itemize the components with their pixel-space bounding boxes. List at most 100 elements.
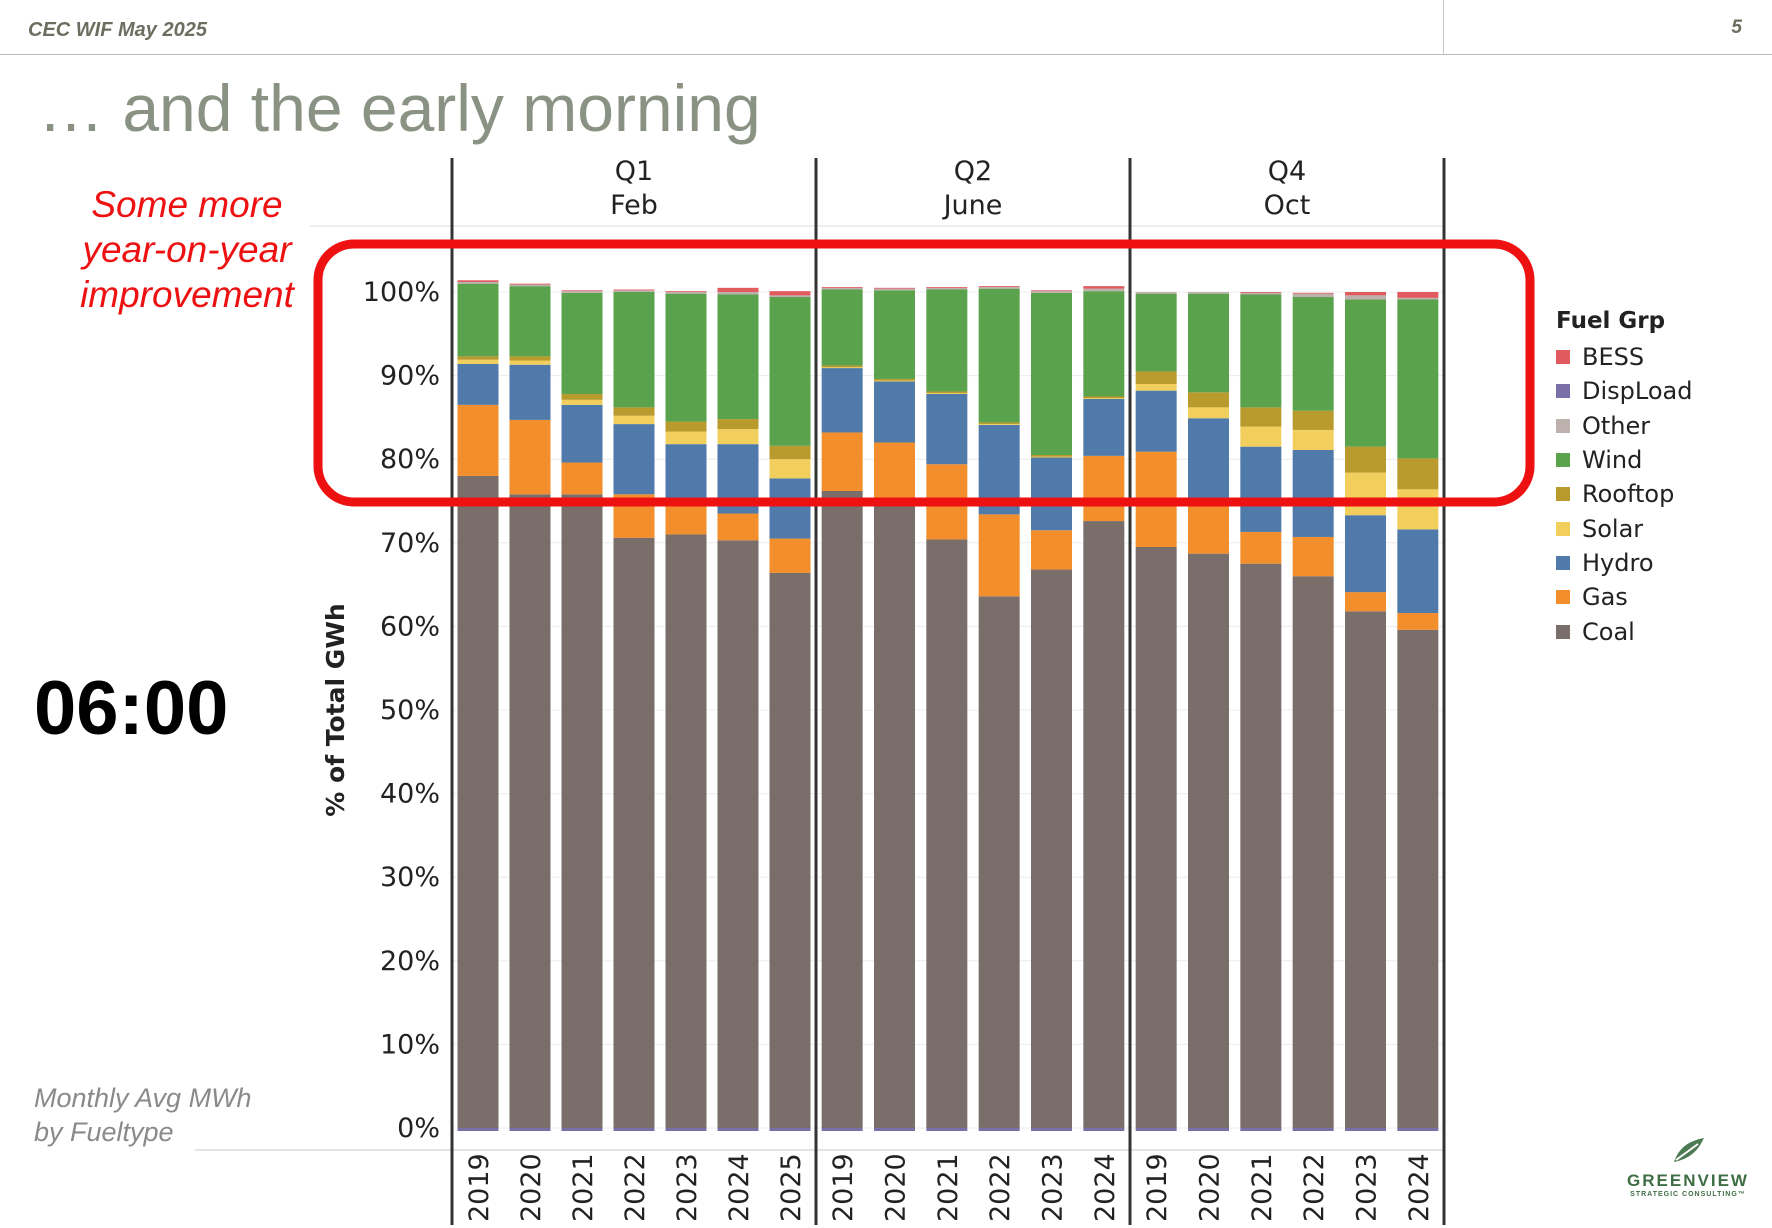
legend-item-wind: Wind [1556,443,1692,477]
bar-segment-bess [821,286,863,288]
x-tick-label: 2024 [724,1153,755,1222]
bar-segment-wind [874,290,915,379]
x-tick-label: 2020 [881,1153,912,1222]
bar-segment-dispload [509,1128,551,1131]
footnote: Monthly Avg MWh by Fueltype [34,1081,252,1149]
bar-segment-gas [978,514,1020,597]
x-tick-label: 2023 [1352,1153,1383,1222]
bar-segment-gas [509,419,551,495]
legend-item-other: Other [1556,409,1692,443]
bar-segment-solar [926,393,968,394]
bar-segment-bess [769,291,811,296]
y-tick-label: 10% [380,1029,440,1060]
bar-segment-dispload [1083,1128,1125,1131]
bar-segment-rooftop [561,393,603,400]
slide-title: … and the early morning [38,71,761,145]
bar-segment-solar [1240,426,1282,447]
logo-subtitle: STRATEGIC CONSULTING™ [1630,1191,1746,1198]
legend-label: Gas [1582,583,1628,612]
legend-item-rooftop: Rooftop [1556,477,1692,511]
bar-segment-wind [613,292,655,408]
legend-label: BESS [1582,343,1645,372]
bar-segment-bess [1031,290,1072,292]
bar-segment-bess [457,280,499,282]
bar-segment-rooftop [1031,455,1072,457]
logo-name: GREENVIEW [1627,1171,1749,1190]
bar-segment-wind [1240,294,1282,408]
bar-segment-rooftop [1345,446,1386,473]
legend-swatch [1556,555,1570,570]
bar-segment-bess [1345,292,1386,296]
bar-segment-wind [1397,299,1439,459]
leaf-icon [1674,1138,1704,1162]
bar-segment-bess [613,289,655,291]
bar-segment-other [1397,297,1439,300]
bar-segment-solar [561,399,603,405]
x-tick-label: 2023 [1038,1153,1069,1222]
bar-segment-coal [874,502,915,1128]
legend-swatch [1556,350,1570,365]
bar-segment-wind [717,294,759,420]
bar-segment-other [665,292,707,294]
bar-segment-solar [457,359,499,364]
bar-segment-coal [1083,521,1125,1128]
bar-segment-other [769,295,811,298]
bar-segment-dispload [717,1128,759,1131]
y-tick-label: 0% [397,1113,440,1144]
legend-label: Wind [1582,446,1643,475]
legend-label: Hydro [1582,548,1654,577]
y-tick-label: 60% [380,611,440,642]
panel-quarter-label: Q2 [954,156,992,187]
bar-segment-rooftop [1135,371,1177,384]
bar-segment-coal [665,534,707,1128]
bar-segment-gas [717,513,759,541]
bar-segment-rooftop [1292,410,1334,430]
bar-segment-wind [1031,292,1072,456]
bar-segment-coal [821,490,863,1128]
bar-segment-hydro [1135,390,1177,452]
bar-segment-other [1345,295,1386,300]
bar-segment-gas [821,432,863,491]
bar-segment-solar [1188,407,1229,419]
legend-title: Fuel Grp [1556,308,1666,334]
x-tick-label: 2020 [1195,1153,1226,1222]
bar-segment-dispload [874,1128,915,1131]
bar-segment-wind [769,297,811,446]
bar-segment-rooftop [665,421,707,432]
bar-segment-dispload [1345,1128,1386,1131]
bar-segment-bess [874,287,915,289]
bar-segment-hydro [874,381,915,443]
bar-segment-wind [926,289,968,392]
legend-swatch [1556,418,1570,433]
x-tick-label: 2021 [1247,1153,1278,1222]
bar-segment-gas [874,442,915,503]
header-bar: CEC WIF May 2025 5 [0,0,1772,55]
bar-segment-dispload [1292,1128,1334,1131]
x-tick-label: 2022 [985,1153,1016,1222]
bar-segment-coal [1031,569,1072,1128]
bar-segment-other [457,281,499,284]
bar-segment-hydro [665,444,707,505]
bar-segment-other [509,284,551,287]
bar-segment-rooftop [1188,392,1229,408]
bar-segment-solar [1397,489,1439,530]
panel-quarter-label: Q1 [615,156,653,187]
x-tick-label: 2021 [933,1153,964,1222]
bar-segment-hydro [1292,450,1334,537]
bar-segment-solar [509,360,551,365]
bar-segment-dispload [457,1128,499,1131]
bar-segment-gas [1240,531,1282,564]
page-number: 5 [1731,17,1742,38]
bar-segment-gas [665,504,707,535]
bar-segment-wind [1345,299,1386,447]
bar-segment-hydro [1240,446,1282,532]
y-axis-label: % of Total GWh [321,603,350,816]
bar-segment-wind [1083,291,1125,397]
bar-segment-other [561,291,603,293]
bar-segment-gas [1083,455,1125,522]
bar-segment-bess [665,291,707,292]
bar-segment-rooftop [613,407,655,416]
bar-segment-coal [1188,553,1229,1128]
time-label: 06:00 [34,666,229,751]
